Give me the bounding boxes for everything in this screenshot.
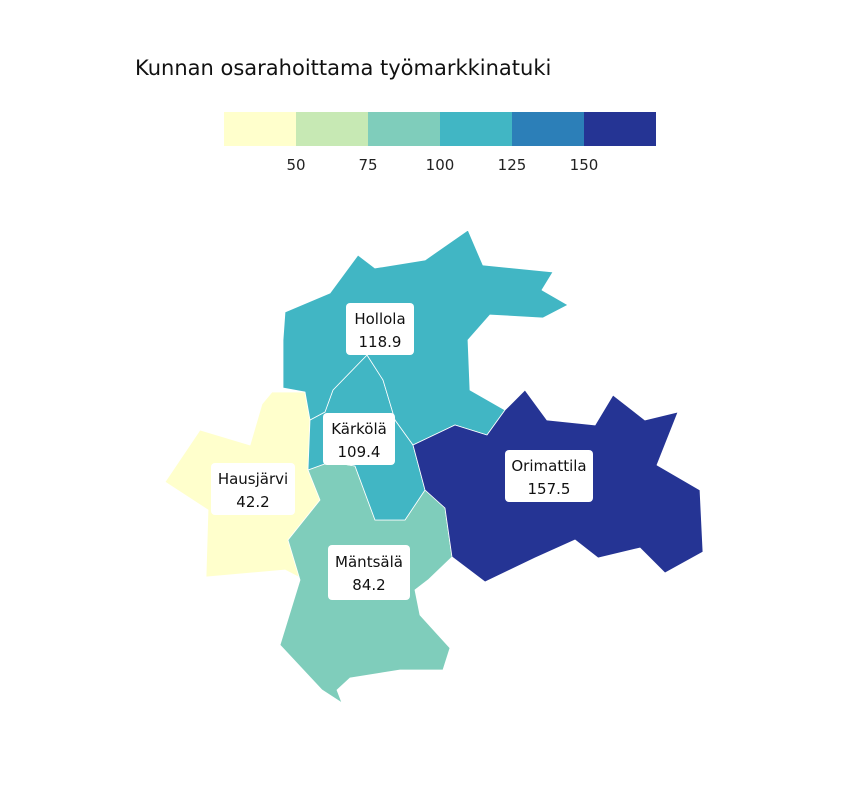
label-hausjarvi: Hausjärvi 42.2 — [211, 463, 295, 515]
legend-tick-100: 100 — [426, 156, 455, 174]
label-mantsala-name: Mäntsälä — [335, 553, 403, 571]
label-hollola-name: Hollola — [354, 310, 405, 328]
label-mantsala-box — [328, 545, 410, 600]
legend-tick-75: 75 — [358, 156, 377, 174]
legend-swatch-6 — [584, 112, 656, 146]
label-orimattila-name: Orimattila — [511, 457, 586, 475]
legend-tick-125: 125 — [498, 156, 527, 174]
label-karkola-box — [323, 413, 395, 465]
label-hollola-box — [346, 303, 414, 355]
label-hollola: Hollola 118.9 — [346, 303, 414, 355]
label-hausjarvi-name: Hausjärvi — [218, 470, 288, 488]
legend-tick-150: 150 — [570, 156, 599, 174]
legend-tick-50: 50 — [286, 156, 305, 174]
label-hollola-value: 118.9 — [359, 333, 402, 351]
map-title: Kunnan osarahoittama työmarkkinatuki — [135, 56, 552, 80]
label-hausjarvi-box — [211, 463, 295, 515]
label-orimattila: Orimattila 157.5 — [505, 450, 593, 502]
label-karkola-value: 109.4 — [338, 443, 381, 461]
legend-swatch-2 — [296, 112, 368, 146]
legend-swatch-4 — [440, 112, 512, 146]
label-orimattila-value: 157.5 — [528, 480, 571, 498]
label-karkola: Kärkölä 109.4 — [323, 413, 395, 465]
legend-swatch-3 — [368, 112, 440, 146]
legend: 50 75 100 125 150 — [224, 112, 656, 174]
label-karkola-name: Kärkölä — [331, 420, 387, 438]
legend-swatch-5 — [512, 112, 584, 146]
legend-swatch-1 — [224, 112, 296, 146]
region-labels: Hollola 118.9 Kärkölä 109.4 Hausjärvi 42… — [211, 303, 593, 600]
label-mantsala: Mäntsälä 84.2 — [328, 545, 410, 600]
region-hollola[interactable] — [282, 229, 569, 446]
label-orimattila-box — [505, 450, 593, 502]
label-hausjarvi-value: 42.2 — [236, 493, 269, 511]
label-mantsala-value: 84.2 — [352, 576, 385, 594]
